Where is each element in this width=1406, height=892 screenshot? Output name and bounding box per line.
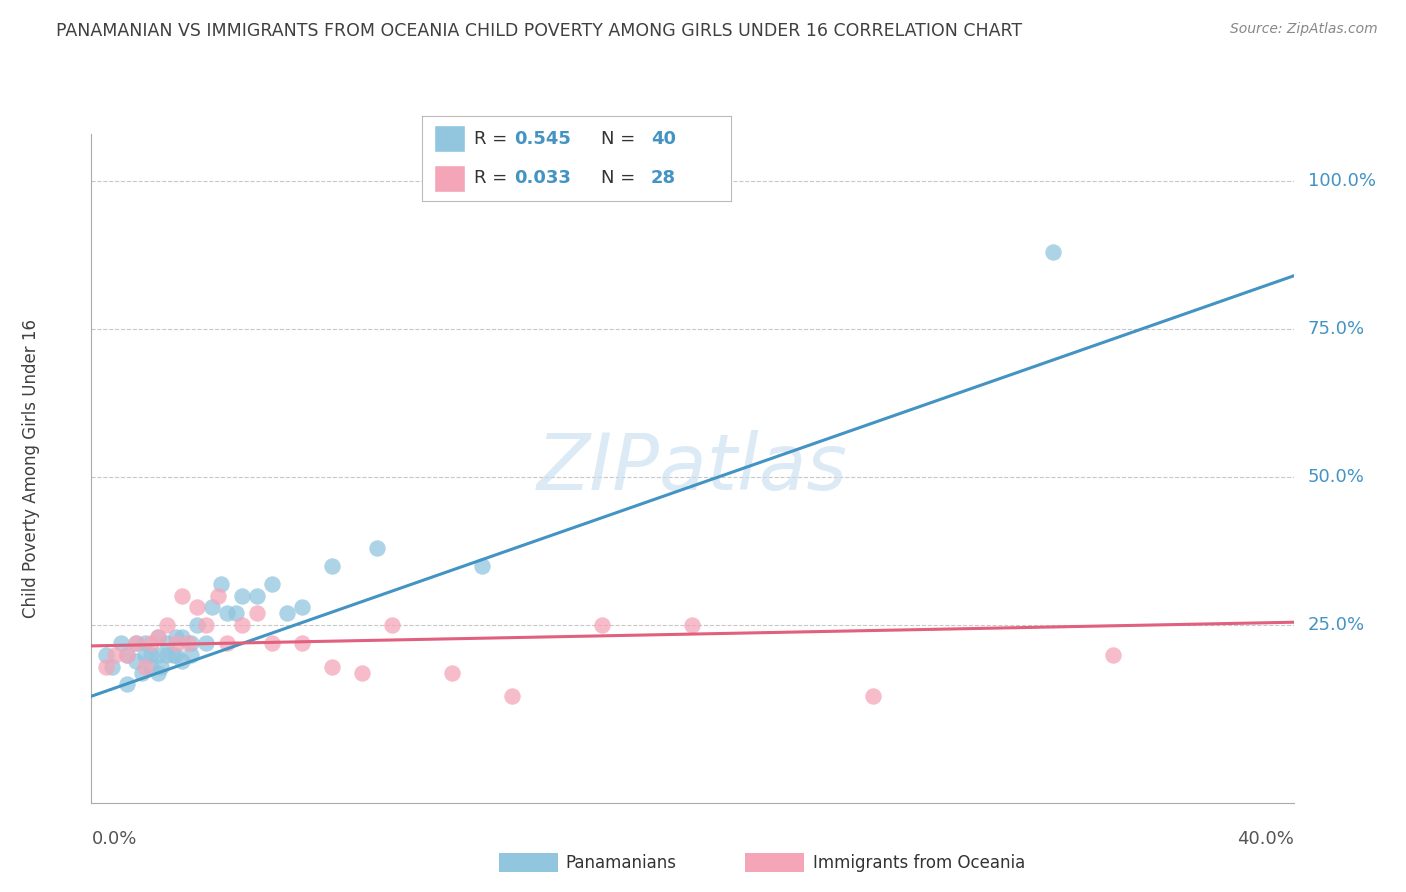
Point xyxy=(381,618,404,632)
Point xyxy=(155,618,177,632)
Point xyxy=(231,589,253,603)
Point xyxy=(194,618,217,632)
Point xyxy=(321,559,343,574)
Point xyxy=(117,648,139,662)
Point xyxy=(141,648,163,662)
Text: 40.0%: 40.0% xyxy=(1237,830,1294,847)
Text: PANAMANIAN VS IMMIGRANTS FROM OCEANIA CHILD POVERTY AMONG GIRLS UNDER 16 CORRELA: PANAMANIAN VS IMMIGRANTS FROM OCEANIA CH… xyxy=(56,22,1022,40)
Text: 0.0%: 0.0% xyxy=(91,830,136,847)
Point xyxy=(134,659,156,673)
Text: Source: ZipAtlas.com: Source: ZipAtlas.com xyxy=(1230,22,1378,37)
Point xyxy=(291,600,314,615)
Point xyxy=(207,589,229,603)
Point xyxy=(180,648,202,662)
Point xyxy=(146,630,169,644)
Point xyxy=(141,636,163,650)
Point xyxy=(170,630,193,644)
Point xyxy=(165,630,187,644)
Point xyxy=(862,690,884,704)
Point xyxy=(201,600,224,615)
Text: 75.0%: 75.0% xyxy=(1308,320,1365,338)
Text: ZIPatlas: ZIPatlas xyxy=(537,430,848,507)
Point xyxy=(155,648,177,662)
Point xyxy=(125,636,148,650)
Point xyxy=(180,636,202,650)
Point xyxy=(96,659,118,673)
Point xyxy=(231,618,253,632)
Point xyxy=(215,607,238,621)
Point xyxy=(141,659,163,673)
Text: R =: R = xyxy=(474,169,513,186)
Point xyxy=(170,589,193,603)
Text: 0.033: 0.033 xyxy=(515,169,571,186)
Point xyxy=(194,636,217,650)
Point xyxy=(350,665,373,680)
Point xyxy=(125,636,148,650)
Point xyxy=(165,648,187,662)
Bar xyxy=(434,125,465,153)
Text: 50.0%: 50.0% xyxy=(1308,468,1365,486)
Point xyxy=(321,659,343,673)
Point xyxy=(125,654,148,668)
Text: 0.545: 0.545 xyxy=(515,130,571,148)
Point xyxy=(110,636,132,650)
Point xyxy=(246,607,269,621)
Point xyxy=(260,576,283,591)
Point xyxy=(215,636,238,650)
Point xyxy=(276,607,298,621)
Text: Immigrants from Oceania: Immigrants from Oceania xyxy=(813,854,1025,871)
Point xyxy=(591,618,613,632)
Text: N =: N = xyxy=(602,169,641,186)
Point xyxy=(146,648,169,662)
Text: Child Poverty Among Girls Under 16: Child Poverty Among Girls Under 16 xyxy=(22,318,41,618)
Point xyxy=(131,665,153,680)
Point xyxy=(440,665,463,680)
Point xyxy=(1102,648,1125,662)
Point xyxy=(291,636,314,650)
Point xyxy=(146,630,169,644)
Point xyxy=(96,648,118,662)
Point xyxy=(1042,245,1064,260)
Point xyxy=(162,648,184,662)
Text: 100.0%: 100.0% xyxy=(1308,172,1376,190)
Point xyxy=(501,690,523,704)
Point xyxy=(246,589,269,603)
Text: R =: R = xyxy=(474,130,513,148)
Point xyxy=(134,648,156,662)
Point xyxy=(146,665,169,680)
Point xyxy=(176,636,198,650)
Point xyxy=(225,607,247,621)
Text: 28: 28 xyxy=(651,169,676,186)
Point xyxy=(209,576,232,591)
Point xyxy=(104,648,127,662)
Text: N =: N = xyxy=(602,130,641,148)
Text: Panamanians: Panamanians xyxy=(565,854,676,871)
Point xyxy=(155,636,177,650)
Point xyxy=(117,677,139,691)
Point xyxy=(681,618,703,632)
Point xyxy=(186,600,208,615)
Point xyxy=(170,654,193,668)
Point xyxy=(260,636,283,650)
Point xyxy=(117,648,139,662)
Point xyxy=(471,559,494,574)
Text: 25.0%: 25.0% xyxy=(1308,616,1365,634)
Point xyxy=(101,659,124,673)
Text: 40: 40 xyxy=(651,130,676,148)
Point xyxy=(134,636,156,650)
Point xyxy=(366,541,388,556)
Point xyxy=(149,659,172,673)
Bar xyxy=(434,165,465,192)
Point xyxy=(186,618,208,632)
Point xyxy=(165,636,187,650)
